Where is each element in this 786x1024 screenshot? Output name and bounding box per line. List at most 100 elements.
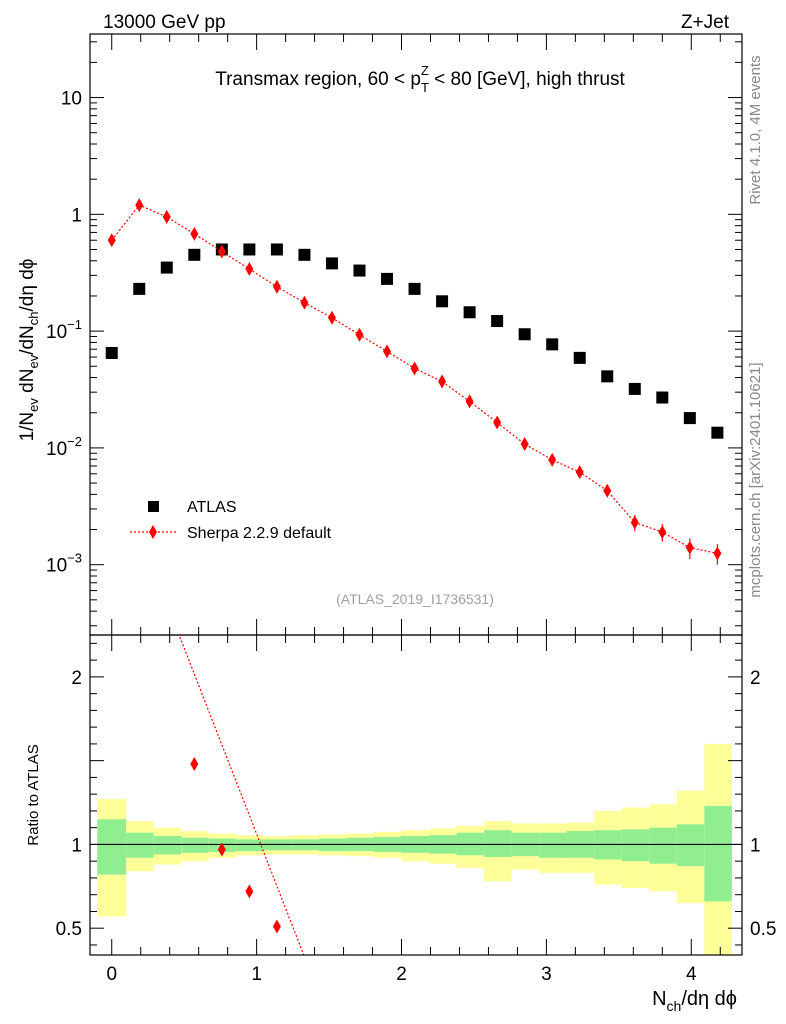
plot-title-sup: Z [421,63,429,78]
main-y-tick-label: 10−2 [46,434,82,460]
ratio-band-inner-bin [236,839,264,852]
atlas-point [628,382,641,395]
legend: ATLAS Sherpa 2.2.9 default [130,499,332,542]
header-right-label: Z+Jet [681,12,730,33]
ratio-y-axis-label: Ratio to ATLAS [25,744,42,845]
atlas-point [325,257,338,270]
legend-atlas-marker [148,501,159,512]
x-tick-label: 3 [541,964,552,985]
axes-layer: 10−3 10−2 10−1 1 10 0 1 2 3 4 0.5 0.5 1 1 2 2 [46,33,776,985]
sherpa-point [603,483,612,498]
plot-title-before: Transmax region, 60 < p [215,69,421,90]
ratio-band-inner-bin [181,837,209,853]
ratio-sherpa-point [272,919,281,934]
ratio-y-tick-label-left: 2 [71,668,82,689]
plot-title: Transmax region, 60 < pTZ < 80 [GeV], hi… [215,63,625,95]
main-y-tick-label: 1 [71,205,82,226]
sherpa-point [630,515,639,530]
sherpa-point [300,295,309,310]
main-y-tick-label: 10 [61,89,82,110]
data-layer [105,198,724,955]
sherpa-point [383,344,392,359]
ratio-band-inner-bin [126,832,154,858]
sherpa-point [465,394,474,409]
sherpa-point [355,327,364,342]
analysis-label: (ATLAS_2019_I1736531) [336,591,494,607]
sherpa-point [493,415,502,430]
ratio-y-tick-label-left: 1 [71,835,82,856]
plot-title-sub: T [421,80,429,95]
sherpa-point [713,546,722,561]
sherpa-point [190,226,199,241]
sherpa-point [575,465,584,480]
sherpa-point [410,361,419,376]
sherpa-point [217,244,226,259]
atlas-point [491,315,504,328]
ratio-band-inner-bin [97,819,127,875]
ratio-y-tick-label-right: 0.5 [750,919,776,940]
atlas-point [683,412,696,425]
ratio-band-inner-bin [649,827,677,864]
ratio-plot-frame [89,634,743,956]
mcplots-label: mcplots.cern.ch [arXiv:2401.10621] [747,362,764,597]
sherpa-point [245,262,254,277]
atlas-point [298,248,311,261]
ratio-y-tick-label-right: 1 [750,835,761,856]
rivet-label: Rivet 4.1.0, 4M events [747,55,764,204]
sherpa-point [162,209,171,224]
sherpa-point [107,233,116,248]
atlas-point [408,282,421,295]
ratio-sherpa-line [178,635,305,955]
x-tick-label: 4 [686,964,697,985]
main-plot-frame [89,33,743,636]
atlas-point [353,264,366,277]
sherpa-point [685,540,694,555]
atlas-point [188,248,201,261]
atlas-point [133,282,146,295]
atlas-point [518,328,531,341]
legend-sherpa-marker [149,525,157,539]
atlas-point [601,370,614,383]
sherpa-point [520,436,529,451]
ratio-sherpa-point [245,884,254,899]
atlas-point [105,346,118,359]
ratio-band-inner-bin [621,829,650,862]
plot-title-after: < 80 [GeV], high thrust [429,69,626,90]
x-tick-label: 1 [251,964,262,985]
x-tick-label: 2 [396,964,407,985]
ratio-band-inner-bin [539,832,567,858]
ratio-y-tick-label-left: 0.5 [56,919,82,940]
atlas-point [656,391,669,404]
atlas-point [381,272,394,285]
legend-sherpa-label: Sherpa 2.2.9 default [187,525,332,542]
ratio-y-tick-label-right: 2 [750,668,761,689]
atlas-point [243,243,256,256]
legend-atlas-label: ATLAS [187,499,237,516]
atlas-point [546,338,559,351]
ratio-band-inner-bin [153,836,182,855]
ratio-band-inner-bin [484,830,512,857]
main-y-axis-label: 1/Nev dNev/dNch/dη dϕ [17,259,41,442]
x-tick-label: 0 [106,964,117,985]
atlas-point [160,261,173,274]
main-y-tick-label: 10−1 [46,317,82,343]
ratio-band-inner-bin [676,824,705,867]
sherpa-point [548,452,557,467]
sherpa-point [272,279,281,294]
sherpa-point [327,310,336,325]
sherpa-point [658,525,667,540]
atlas-point [436,295,449,308]
main-y-tick-label: 10−3 [46,551,82,577]
sherpa-point [438,374,447,389]
atlas-point [573,351,586,364]
sherpa-point [135,198,144,213]
ratio-uncertainty-bands [90,743,742,955]
ratio-band-inner-bin [704,805,732,902]
header-left-label: 13000 GeV pp [103,12,226,33]
atlas-point [711,426,724,439]
atlas-point [463,306,476,319]
ratio-sherpa-point [217,842,226,857]
x-axis-label: Nch/dη dϕ [652,988,737,1014]
atlas-point [270,243,283,256]
